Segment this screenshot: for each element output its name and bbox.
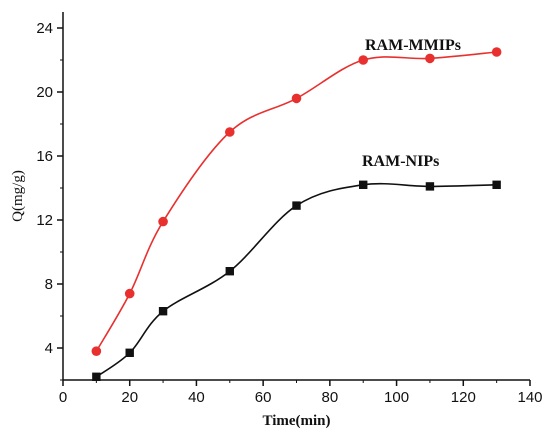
data-point bbox=[425, 53, 435, 64]
data-point bbox=[492, 180, 501, 189]
y-tick-label: 8 bbox=[45, 276, 53, 293]
axes: 0 20 40 60 80 100 120 140 4 8 12 16 20 24 bbox=[36, 12, 543, 406]
x-tick-label: 40 bbox=[188, 389, 205, 406]
y-tick-label: 24 bbox=[36, 20, 53, 37]
y-tick-label: 12 bbox=[36, 212, 53, 229]
data-point bbox=[224, 127, 235, 137]
data-point bbox=[91, 346, 102, 357]
series-label: RAM-MMIPs bbox=[365, 37, 461, 54]
data-point bbox=[359, 180, 368, 189]
data-point bbox=[225, 267, 234, 276]
x-tick-label: 20 bbox=[121, 389, 138, 406]
y-tick-label: 4 bbox=[45, 340, 53, 357]
data-point bbox=[125, 348, 134, 357]
labels: Time(min) Q(mg/g) RAM-MMIPs RAM-NIPs bbox=[10, 37, 461, 429]
data-point bbox=[158, 216, 168, 227]
data-point bbox=[491, 47, 502, 57]
x-axis-title: Time(min) bbox=[262, 413, 330, 429]
fit-curve-ram-mmips bbox=[95, 51, 497, 352]
data-point bbox=[291, 93, 302, 104]
fit-curve-ram-nips bbox=[95, 182, 497, 378]
x-tick-label: 100 bbox=[384, 389, 409, 406]
fit-curves bbox=[95, 51, 497, 378]
x-tick-label: 0 bbox=[59, 389, 67, 406]
x-tick-label: 60 bbox=[255, 389, 272, 406]
data-markers bbox=[91, 47, 502, 381]
y-tick-label: 16 bbox=[36, 148, 53, 165]
data-point bbox=[158, 307, 168, 316]
data-point bbox=[92, 372, 101, 381]
data-point bbox=[358, 55, 369, 65]
data-point bbox=[292, 201, 301, 210]
y-tick-label: 20 bbox=[36, 84, 53, 101]
data-point bbox=[425, 182, 435, 191]
x-tick-label: 120 bbox=[451, 389, 476, 406]
x-tick-label: 140 bbox=[517, 389, 542, 406]
series-label: RAM-NIPs bbox=[362, 153, 439, 170]
y-axis-title: Q(mg/g) bbox=[10, 170, 26, 222]
x-tick-label: 80 bbox=[322, 389, 339, 406]
data-point bbox=[124, 288, 135, 299]
